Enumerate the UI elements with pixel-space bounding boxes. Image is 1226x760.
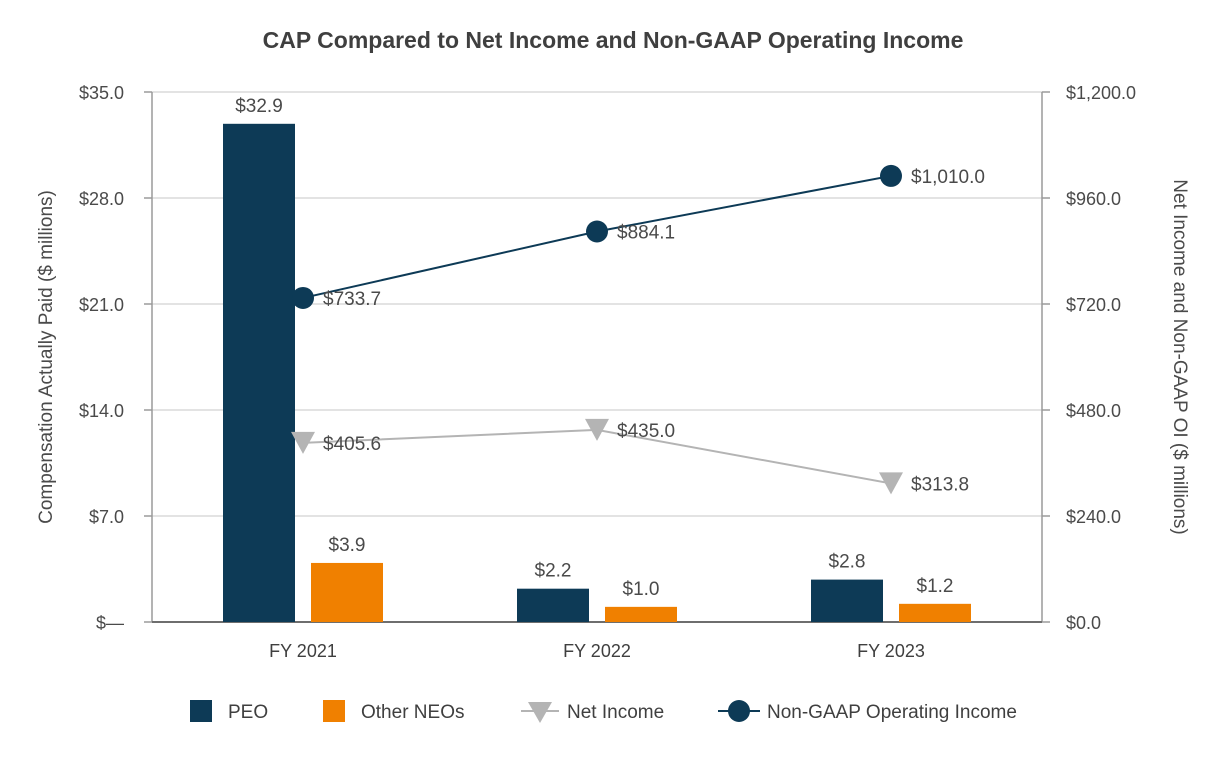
y-right-tick-label: $240.0	[1066, 507, 1121, 527]
y-left-tick-label: $35.0	[79, 83, 124, 103]
non-gaap-oi-label: $884.1	[617, 223, 675, 244]
legend-peo-swatch	[190, 700, 212, 722]
peo-bar	[811, 579, 883, 622]
legend-other-neos-label: Other NEOs	[361, 702, 464, 723]
lines	[291, 164, 903, 495]
non-gaap-oi-marker	[292, 286, 314, 309]
net-income-label: $435.0	[617, 421, 675, 442]
other-neos-bar	[605, 606, 677, 622]
net-income-label: $405.6	[323, 434, 381, 455]
net-income-marker	[585, 418, 609, 441]
data-labels: $32.9 $2.2 $2.8 $3.9 $1.0 $1.2 $405.6 $435.0 $31…	[235, 96, 985, 600]
bars	[223, 123, 971, 623]
peo-bar-label: $2.2	[535, 561, 572, 582]
y-right-tick-label: $480.0	[1066, 401, 1121, 421]
non-gaap-oi-label: $1,010.0	[911, 167, 985, 188]
legend-non-gaap-oi-label: Non-GAAP Operating Income	[767, 702, 1017, 723]
legend: PEO Other NEOs Net Income Non-GAAP Operatin…	[190, 700, 1017, 723]
other-neos-bar	[899, 603, 971, 622]
non-gaap-oi-marker	[586, 220, 608, 243]
y-axis-left-title: Compensation Actually Paid ($ millions)	[36, 190, 57, 524]
legend-non-gaap-oi-marker	[728, 700, 750, 722]
legend-other-neos-swatch	[323, 700, 345, 722]
chart-title: CAP Compared to Net Income and Non-GAAP …	[263, 27, 964, 53]
y-right-tick-label: $0.0	[1066, 613, 1101, 633]
net-income-marker	[879, 472, 903, 495]
non-gaap-oi-marker	[880, 164, 902, 187]
peo-bar-label: $2.8	[829, 552, 866, 573]
y-left-tick-label: $14.0	[79, 401, 124, 421]
x-category-label: FY 2021	[269, 641, 337, 661]
y-right-tick-label: $1,200.0	[1066, 83, 1136, 103]
x-category-label: FY 2023	[857, 641, 925, 661]
non-gaap-oi-label: $733.7	[323, 289, 381, 310]
net-income-label: $313.8	[911, 474, 969, 495]
other-neos-bar-label: $1.2	[917, 576, 954, 597]
x-category-label: FY 2022	[563, 641, 631, 661]
peo-bar	[223, 123, 295, 623]
y-right-tick-label: $720.0	[1066, 295, 1121, 315]
y-left-tick-label: $—	[96, 613, 124, 633]
axes: $— $7.0 $14.0 $21.0 $28.0 $35.0 $0.0 $240.0 $480…	[79, 83, 1136, 661]
other-neos-bar-label: $1.0	[623, 579, 660, 600]
legend-peo-label: PEO	[228, 702, 268, 723]
y-left-tick-label: $28.0	[79, 189, 124, 209]
peo-bar	[517, 588, 589, 622]
peo-bar-label: $32.9	[235, 96, 283, 117]
other-neos-bar-label: $3.9	[329, 535, 366, 556]
y-axis-right-title: Net Income and Non-GAAP OI ($ millions)	[1169, 179, 1190, 535]
y-right-tick-label: $960.0	[1066, 189, 1121, 209]
legend-net-income-label: Net Income	[567, 702, 664, 723]
other-neos-bar	[311, 562, 383, 622]
y-left-tick-label: $21.0	[79, 295, 124, 315]
y-left-tick-label: $7.0	[89, 507, 124, 527]
net-income-marker	[291, 431, 315, 454]
legend-net-income-marker	[528, 702, 552, 723]
